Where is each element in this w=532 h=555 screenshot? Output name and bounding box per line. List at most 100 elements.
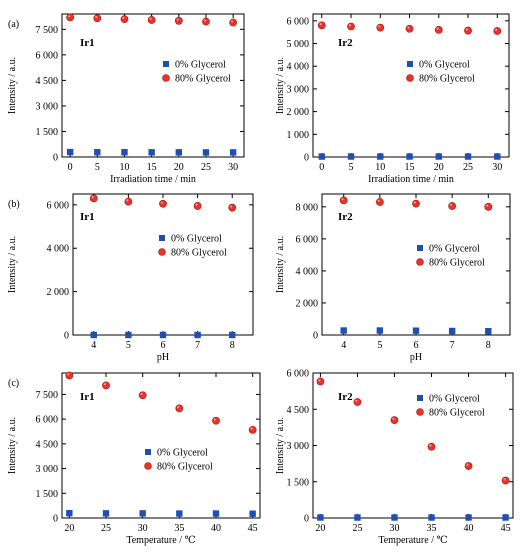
legend-marker-square	[407, 61, 413, 67]
point-0-glycerol	[175, 149, 183, 156]
legend-entry: 0% Glycerol	[171, 234, 222, 245]
point-0-glycerol	[406, 153, 413, 160]
y-tick-label: 6 000	[287, 16, 310, 27]
point-0-glycerol	[412, 327, 420, 334]
y-tick-label: 6 000	[36, 50, 59, 61]
point-0-glycerol	[347, 153, 355, 160]
point-highlight	[140, 392, 143, 396]
legend-entry: 80% Glycerol	[429, 258, 485, 269]
x-axis-label: Temperature / ℃	[126, 535, 195, 546]
y-tick-label: 4 000	[47, 244, 70, 255]
point-0-glycerol	[376, 327, 384, 334]
y-tick-label: 1 500	[287, 477, 310, 488]
point-80-glycerol	[202, 17, 210, 26]
point-80-glycerol	[405, 24, 414, 33]
point-80-glycerol	[124, 197, 133, 206]
chart-panel: 0 5 10 15 20 25 30 0 1 000 2 000 3 000 4 000 5 000 6 …	[275, 13, 510, 185]
point-0-glycerol	[317, 514, 324, 521]
y-tick-label: 4 500	[36, 439, 59, 450]
y-tick-label: 8 000	[296, 202, 319, 213]
point-80-glycerol	[175, 404, 184, 413]
x-tick-label: 25	[463, 162, 473, 173]
point-0-glycerol	[502, 514, 509, 521]
point-0-glycerol	[121, 149, 128, 156]
panel-label: (b)	[8, 199, 20, 210]
y-tick-label: 0	[64, 331, 69, 342]
chart-panel: 0 5 10 15 20 25 30 0 1 500 3 000 4 500 6 000 7 500 Ir…	[7, 13, 245, 185]
point-0-glycerol	[194, 331, 201, 339]
x-tick-label: 20	[64, 523, 74, 534]
point-0-glycerol	[464, 153, 472, 160]
y-axis-label: Intensity / a.u.	[7, 417, 18, 474]
panel-title: Ir1	[80, 211, 95, 223]
point-0-glycerol	[428, 514, 435, 521]
x-tick-label: 25	[201, 162, 211, 173]
point-80-glycerol	[464, 462, 473, 470]
point-80-glycerol	[493, 27, 502, 35]
x-tick-label: 5	[349, 162, 354, 173]
legend-marker-circle	[416, 408, 424, 416]
chart-panel: 20 25 30 35 40 45 0 1 500 3 000 4 500 6 000 Tempera…	[275, 369, 514, 546]
legend-marker-square	[163, 61, 169, 67]
point-highlight	[465, 28, 469, 31]
point-highlight	[160, 201, 163, 204]
y-tick-label: 4 000	[296, 266, 319, 277]
y-tick-label: 3 000	[287, 84, 310, 95]
point-highlight	[177, 406, 180, 409]
y-tick-label: 3 000	[287, 441, 310, 452]
x-axis-label: Irradiation time / min	[110, 174, 196, 185]
legend-marker-square	[417, 245, 423, 251]
point-80-glycerol	[376, 23, 385, 32]
chart-panel: 20 25 30 35 40 45 0 1 500 3 000 4 500 6 000 7 500 Te…	[7, 371, 261, 546]
point-0-glycerol	[465, 514, 472, 521]
point-0-glycerol	[139, 510, 146, 517]
point-highlight	[67, 373, 70, 376]
point-80-glycerol	[93, 14, 102, 23]
point-0-glycerol	[125, 331, 132, 339]
y-tick-label: 5 000	[287, 39, 310, 50]
point-highlight	[486, 204, 489, 207]
point-highlight	[407, 26, 410, 29]
x-tick-label: 20	[174, 162, 184, 173]
point-highlight	[195, 203, 198, 206]
x-tick-label: 7	[195, 340, 200, 351]
point-80-glycerol	[375, 198, 384, 206]
point-80-glycerol	[353, 398, 362, 406]
x-tick-label: 10	[119, 162, 129, 173]
x-tick-label: 30	[138, 523, 148, 534]
point-80-glycerol	[448, 202, 457, 210]
y-tick-label: 2 000	[287, 107, 310, 118]
y-tick-label: 1 000	[287, 130, 310, 141]
y-tick-label: 2 000	[47, 287, 70, 298]
plot-frame	[61, 13, 245, 158]
point-0-glycerol	[340, 327, 347, 334]
plot-frame	[312, 13, 510, 158]
x-axis-label: pH	[410, 352, 422, 363]
x-tick-label: 15	[147, 162, 157, 173]
x-axis-label: Temperature / ℃	[378, 535, 447, 546]
point-80-glycerol	[174, 16, 183, 25]
point-80-glycerol	[229, 18, 238, 27]
point-0-glycerol	[159, 331, 167, 339]
point-highlight	[348, 24, 352, 27]
x-tick-label: 30	[228, 162, 238, 173]
legend-entry: 0% Glycerol	[429, 394, 480, 405]
point-highlight	[122, 16, 125, 20]
point-0-glycerol	[435, 153, 442, 160]
point-80-glycerol	[339, 196, 348, 205]
point-80-glycerol	[66, 13, 75, 22]
plot-frame	[61, 372, 261, 519]
legend-marker-circle	[162, 74, 170, 82]
x-tick-label: 35	[174, 523, 184, 534]
x-tick-label: 15	[405, 162, 415, 173]
point-highlight	[466, 463, 469, 466]
point-highlight	[103, 383, 106, 386]
y-tick-label: 1 500	[36, 127, 59, 138]
point-highlight	[203, 19, 206, 22]
y-tick-label: 4 500	[36, 76, 59, 87]
point-0-glycerol	[66, 510, 73, 517]
point-80-glycerol	[434, 25, 443, 34]
y-tick-label: 0	[53, 514, 58, 525]
y-tick-label: 4 500	[287, 405, 310, 416]
x-tick-label: 4	[91, 340, 96, 351]
